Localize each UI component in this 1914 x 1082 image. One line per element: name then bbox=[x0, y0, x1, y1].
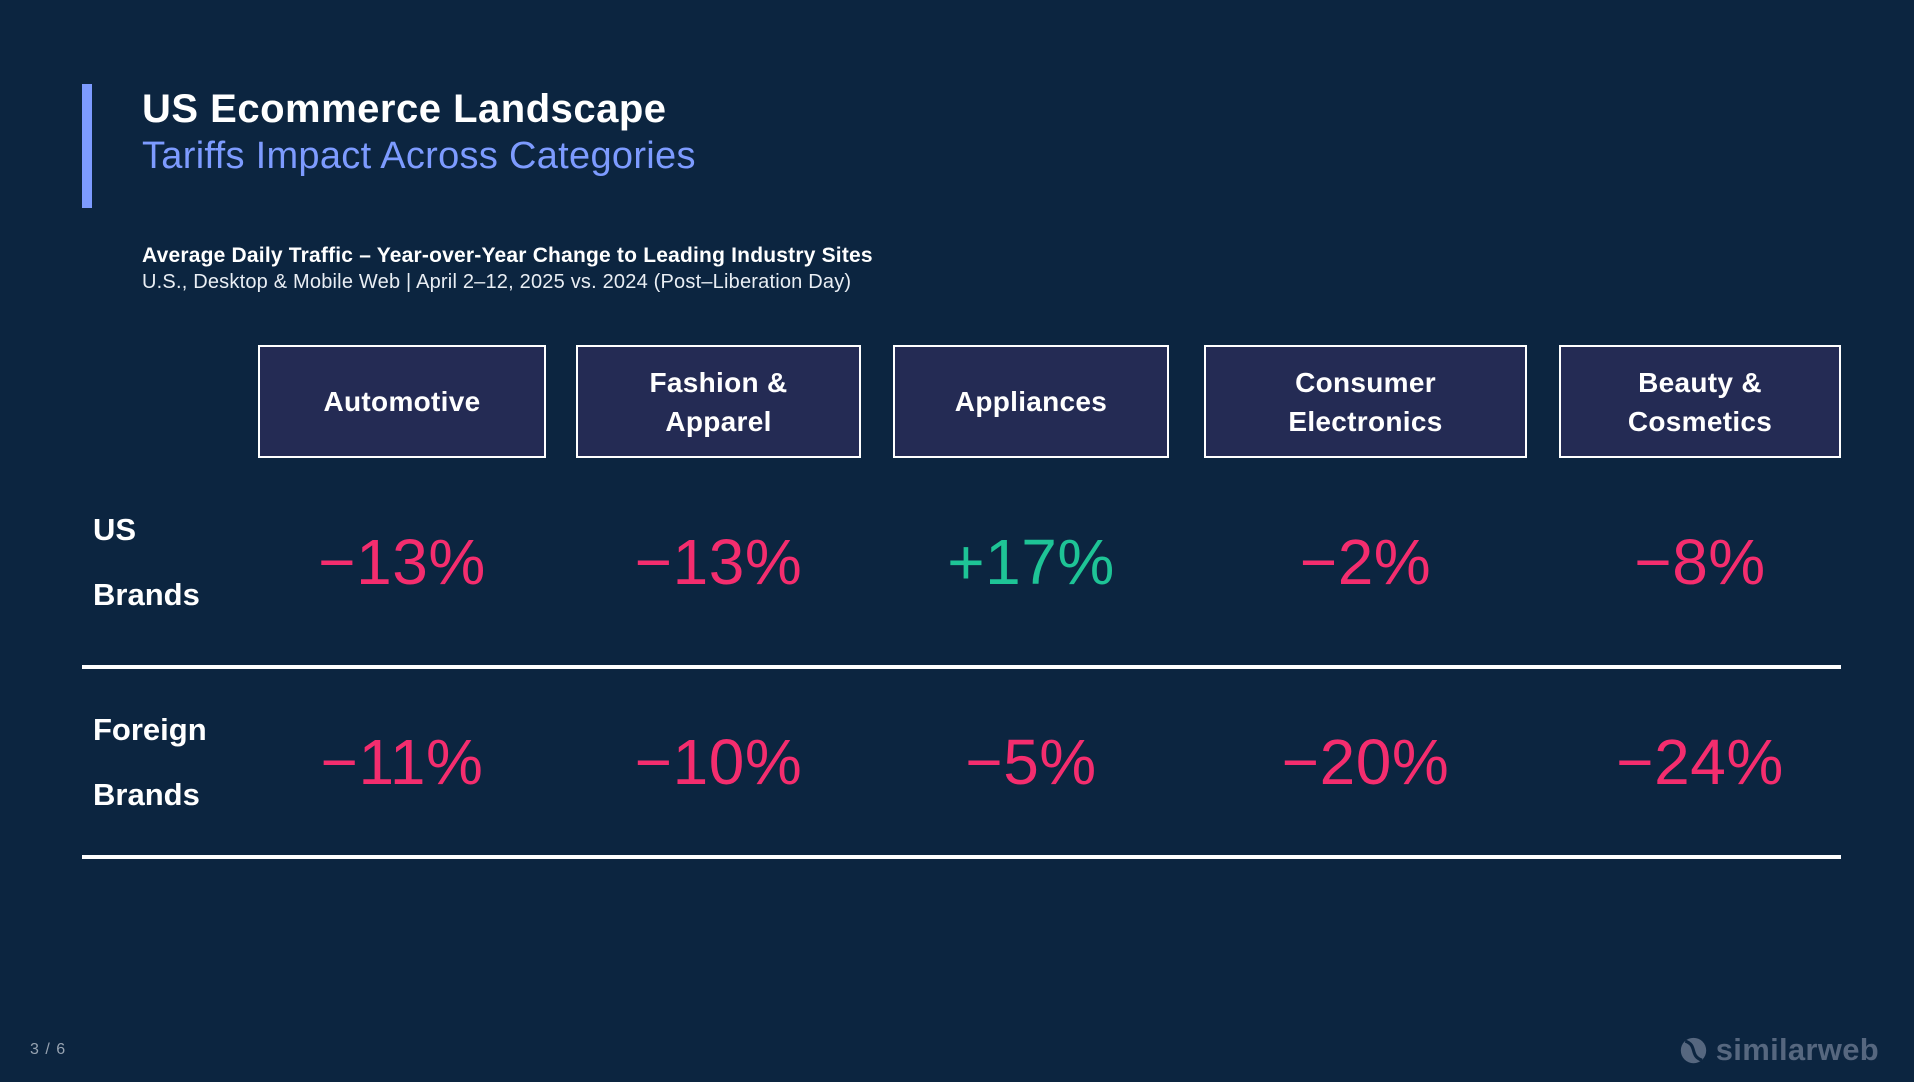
chart-subtitle: U.S., Desktop & Mobile Web | April 2–12,… bbox=[142, 271, 852, 293]
chart-title: Average Daily Traffic – Year-over-Year C… bbox=[142, 244, 873, 267]
category-header-fashion-apparel: Fashion & Apparel bbox=[576, 345, 861, 458]
page-title: US Ecommerce Landscape bbox=[142, 87, 667, 131]
slide-header: US Ecommerce Landscape Tariffs Impact Ac… bbox=[82, 84, 696, 208]
category-header-appliances: Appliances bbox=[893, 345, 1169, 458]
category-header-consumer-electronics: Consumer Electronics bbox=[1204, 345, 1527, 458]
value-foreign-consumer-electronics: −20% bbox=[1281, 726, 1450, 798]
similarweb-logo: similarweb bbox=[1679, 1032, 1879, 1068]
row-divider bbox=[82, 665, 1841, 669]
category-label: Apparel bbox=[665, 405, 772, 437]
value-foreign-fashion-apparel: −10% bbox=[634, 726, 803, 798]
tariff-impact-table: Automotive Fashion & Apparel Appliances … bbox=[82, 345, 1841, 859]
value-foreign-automotive: −11% bbox=[320, 726, 484, 798]
category-label: Beauty & bbox=[1638, 366, 1762, 398]
value-foreign-beauty-cosmetics: −24% bbox=[1616, 726, 1784, 798]
category-label: Electronics bbox=[1288, 405, 1443, 437]
row-divider bbox=[82, 855, 1841, 859]
category-label: Automotive bbox=[323, 386, 481, 417]
category-label: Appliances bbox=[954, 386, 1108, 417]
page-number: 3 / 6 bbox=[30, 1041, 67, 1058]
value-us-beauty-cosmetics: −8% bbox=[1634, 525, 1766, 598]
category-header-beauty-cosmetics: Beauty & Cosmetics bbox=[1559, 345, 1841, 458]
value-us-appliances: +17% bbox=[947, 525, 1115, 598]
similarweb-icon bbox=[1680, 1037, 1706, 1063]
chart-description: Average Daily Traffic – Year-over-Year C… bbox=[142, 242, 873, 296]
value-foreign-appliances: −5% bbox=[965, 726, 1097, 798]
category-label: Cosmetics bbox=[1627, 405, 1773, 437]
similarweb-wordmark: similarweb bbox=[1715, 1032, 1879, 1067]
category-label: Consumer bbox=[1295, 366, 1436, 398]
category-label: Fashion & bbox=[649, 366, 788, 398]
accent-bar bbox=[82, 84, 92, 208]
row-label-us-brands: US Brands bbox=[93, 511, 200, 612]
value-us-fashion-apparel: −13% bbox=[634, 525, 803, 598]
row-label-foreign-brands: Foreign Brands bbox=[93, 712, 207, 812]
value-us-automotive: −13% bbox=[318, 525, 486, 598]
page-subtitle: Tariffs Impact Across Categories bbox=[142, 135, 696, 177]
category-header-automotive: Automotive bbox=[258, 345, 546, 458]
value-us-consumer-electronics: −2% bbox=[1299, 525, 1432, 598]
